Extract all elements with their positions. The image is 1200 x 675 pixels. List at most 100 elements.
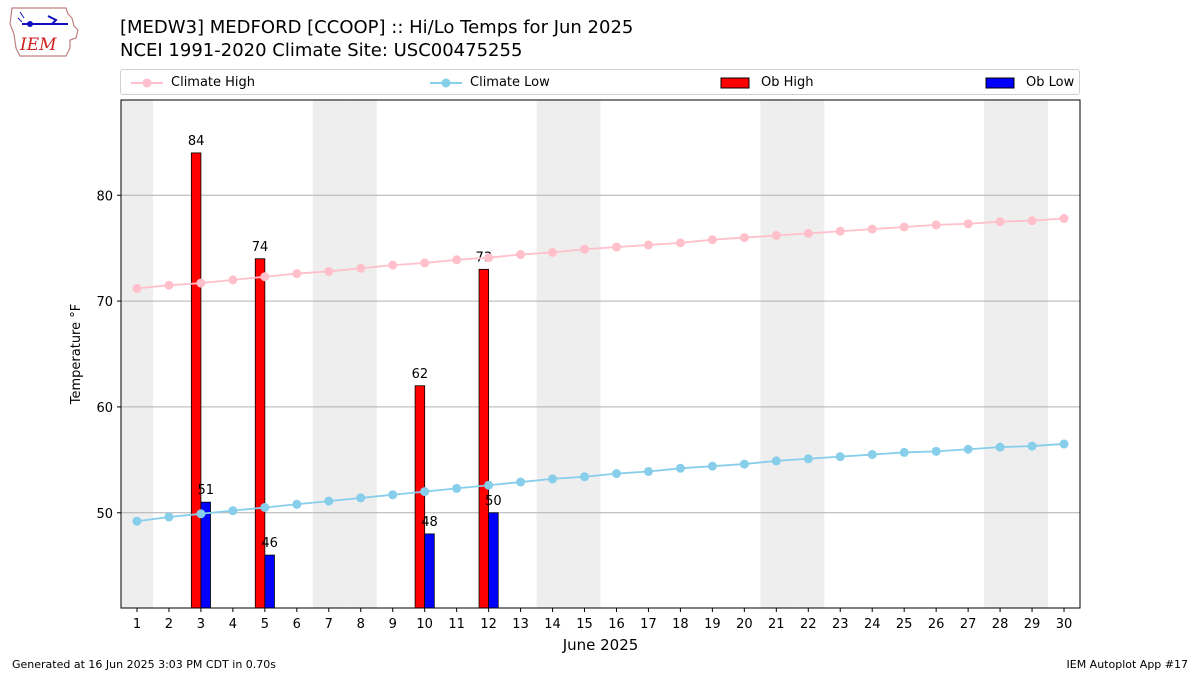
climate-low-point [260,502,270,512]
climate-high-point [260,272,270,282]
climate-high-point [356,263,366,273]
climate-high-point [995,217,1005,227]
legend-line-marker-icon [430,78,462,88]
x-tick-label: 27 [960,617,977,632]
climate-low-point [132,516,142,526]
ob-high-label: 62 [412,367,429,382]
x-tick-label: 20 [736,617,753,632]
climate-low-point [484,480,494,490]
climate-low-point [899,447,909,457]
x-tick-label: 1 [133,617,141,632]
climate-high-point [739,233,749,243]
x-tick-label: 22 [800,617,817,632]
x-tick-label: 18 [672,617,689,632]
ob-high-label: 84 [188,134,205,149]
climate-low-point [516,477,526,487]
climate-high-point [867,224,877,234]
climate-high-point [580,244,590,254]
x-tick-label: 14 [544,617,561,632]
climate-low-point [164,512,174,522]
legend-label: Ob Low [1026,75,1075,90]
ob-low-label: 48 [421,515,438,530]
climate-low-point [292,499,302,509]
climate-high-point [963,219,973,229]
weekend-band [1016,100,1049,608]
x-tick-label: 7 [325,617,333,632]
weekend-band [121,100,153,608]
iowa-state-outline-icon: IEM [9,7,79,57]
climate-low-point [452,483,462,493]
climate-high-point [388,260,398,270]
x-tick-label: 25 [896,617,913,632]
x-tick-label: 5 [261,617,269,632]
climate-high-point [484,253,494,263]
x-tick-label: 26 [928,617,945,632]
climate-low-point [803,454,813,464]
climate-high-point [931,220,941,230]
climate-high-point [292,269,302,279]
ob-low-label: 46 [261,536,278,551]
climate-low-point [324,496,334,506]
climate-low-point [771,456,781,466]
climate-low-point [963,444,973,454]
y-tick-label: 80 [96,189,113,204]
x-tick-label: 2 [165,617,173,632]
x-tick-label: 28 [992,617,1009,632]
x-tick-label: 17 [640,617,657,632]
x-tick-label: 21 [768,617,785,632]
x-tick-label: 16 [608,617,625,632]
climate-low-point [196,509,206,519]
climate-high-point [1027,216,1037,226]
weekend-band [312,100,345,608]
climate-low-line [136,443,1065,523]
climate-high-point [1059,214,1069,224]
logo-text: IEM [19,35,57,55]
x-tick-label: 30 [1056,617,1073,632]
x-tick-label: 8 [357,617,365,632]
y-axis-label: Temperature °F [69,304,84,405]
ob-high-bar [190,152,202,609]
climate-low-point [611,469,621,479]
climate-low-point [228,506,238,516]
ob-high-bar [414,385,426,609]
climate-high-point [516,250,526,260]
y-tick-label: 60 [96,401,113,416]
climate-high-point [803,228,813,238]
x-tick-label: 19 [704,617,721,632]
ob-low-label: 50 [485,494,502,509]
climate-high-point [132,283,142,293]
climate-high-point [611,242,621,252]
ob-low-bar [488,512,499,609]
chart-legend: Climate High Climate Low Ob High Ob Low [120,69,1080,95]
climate-high-point [707,235,717,245]
climate-low-point [1059,439,1069,449]
x-tick-label: 3 [197,617,205,632]
x-tick-label: 6 [293,617,301,632]
x-tick-label: 13 [512,617,529,632]
x-tick-label: 23 [832,617,849,632]
generated-timestamp: Generated at 16 Jun 2025 3:03 PM CDT in … [12,658,277,671]
climate-low-point [739,459,749,469]
chart-title: [MEDW3] MEDFORD [CCOOP] :: Hi/Lo Temps f… [120,17,634,38]
x-tick-label: 24 [864,617,881,632]
x-tick-label: 15 [576,617,593,632]
y-tick-label: 70 [96,295,113,310]
app-credit: IEM Autoplot App #17 [1066,658,1189,671]
climate-high-point [643,240,653,250]
plot-frame [120,99,1081,609]
climate-low-point [356,493,366,503]
legend-line-marker-icon [131,78,163,88]
ob-high-label: 74 [252,240,269,255]
weekend-band [760,100,793,608]
weekend-band [344,100,377,608]
climate-low-point [643,466,653,476]
weekend-band [568,100,601,608]
ob-low-bar [264,554,275,609]
x-tick-label: 10 [416,617,433,632]
climate-high-point [196,278,206,288]
ob-low-label: 51 [197,483,214,498]
legend-label: Climate High [171,75,256,90]
climate-low-point [707,461,717,471]
weekend-band [984,100,1017,608]
